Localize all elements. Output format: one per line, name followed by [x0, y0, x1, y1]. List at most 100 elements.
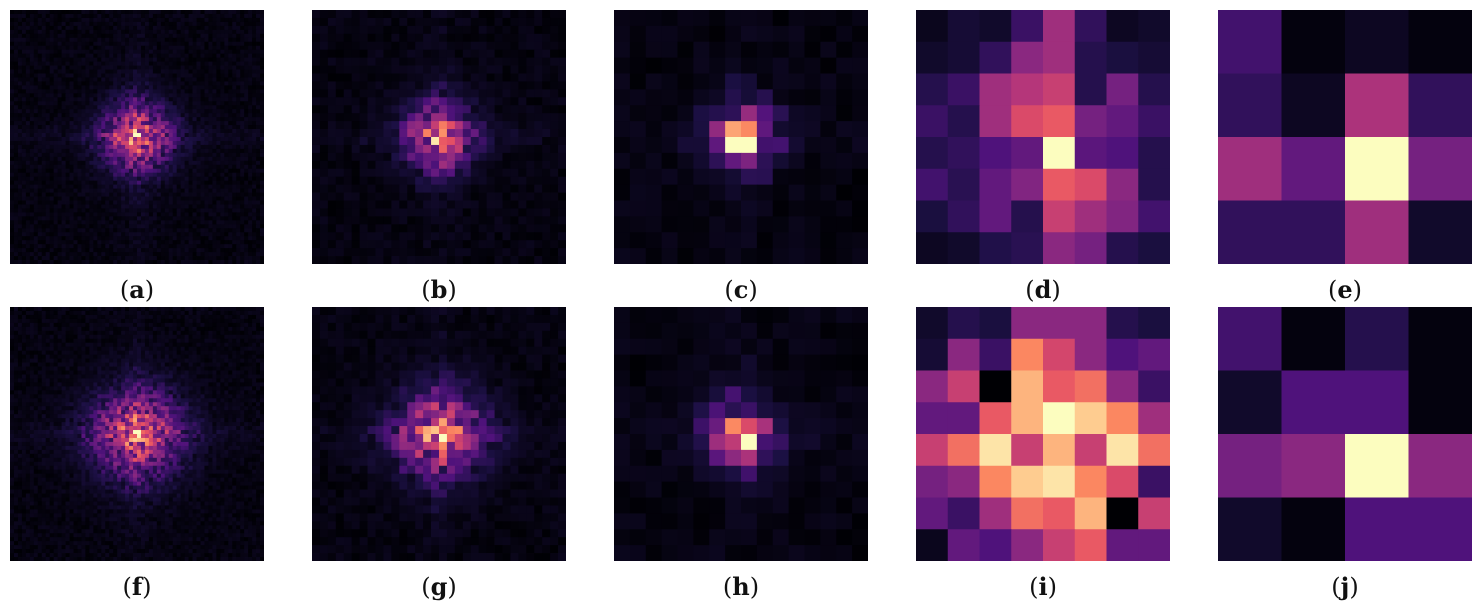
heatmap-cell [260, 33, 264, 39]
heatmap-cell [85, 256, 90, 261]
heatmap-cell [133, 77, 138, 82]
heatmap-cell [375, 184, 384, 193]
heatmap-cell [407, 41, 416, 51]
heatmap-cell [478, 57, 488, 66]
heatmap-cell [152, 152, 158, 158]
heatmap-cell [93, 73, 98, 78]
heatmap-cell [224, 133, 229, 138]
heatmap-cell [188, 172, 193, 178]
heatmap-cell [196, 10, 201, 15]
heatmap-cell [359, 152, 368, 162]
heatmap-cell [53, 156, 59, 162]
heatmap-cell [156, 69, 162, 74]
heatmap-cell [558, 65, 566, 74]
heatmap-cell [125, 184, 130, 189]
heatmap-cell [117, 240, 122, 245]
heatmap-cell [77, 57, 82, 62]
heatmap-cell [77, 244, 82, 249]
heatmap-cell [156, 29, 162, 35]
heatmap-cell [168, 192, 174, 197]
heatmap-cell [49, 192, 55, 197]
heatmap-cell [25, 156, 31, 162]
heatmap-cell [160, 160, 166, 166]
heatmap-cell [97, 133, 102, 138]
heatmap-cell [192, 224, 197, 229]
heatmap-cell [252, 10, 257, 15]
heatmap-cell [113, 85, 118, 90]
heatmap-cell [244, 53, 249, 59]
heatmap-cell [85, 49, 90, 55]
heatmap-cell [129, 152, 134, 158]
heatmap-cell [228, 260, 233, 264]
heatmap-cell [89, 57, 94, 62]
heatmap-cell [21, 240, 27, 245]
heatmap-cell [61, 29, 66, 35]
heatmap-cell [137, 232, 142, 237]
heatmap-cell [351, 41, 361, 51]
heatmap-cell [188, 176, 193, 182]
heatmap-cell [228, 57, 233, 62]
heatmap-cell [37, 244, 43, 249]
heatmap-cell [172, 49, 178, 55]
heatmap-cell [148, 129, 154, 134]
heatmap-cell [220, 133, 225, 138]
heatmap-cell [77, 140, 82, 146]
heatmap-cell [144, 200, 150, 205]
heatmap-cell [137, 25, 142, 31]
heatmap-cell [137, 81, 142, 86]
heatmap-cell [81, 232, 86, 237]
heatmap-cell [156, 121, 162, 126]
heatmap-cell [17, 184, 23, 189]
heatmap-cell [81, 196, 86, 201]
heatmap-cell [69, 216, 74, 221]
heatmap-cell [148, 260, 154, 264]
heatmap-cell [204, 232, 209, 237]
heatmap-cell [192, 93, 197, 98]
heatmap-cell [85, 73, 90, 78]
heatmap-cell [248, 248, 253, 253]
heatmap-cell [93, 184, 98, 189]
heatmap-cell [117, 216, 122, 221]
heatmap-cell [212, 113, 217, 118]
heatmap-cell [204, 172, 209, 178]
heatmap-cell [224, 109, 229, 114]
heatmap-cell [105, 137, 110, 142]
heatmap-cell [172, 148, 178, 154]
heatmap-cell [137, 172, 142, 178]
heatmap-cell [33, 89, 39, 94]
heatmap-cell [196, 41, 201, 47]
heatmap-cell [156, 140, 162, 146]
heatmap-cell [359, 65, 368, 74]
heatmap-cell [343, 25, 353, 35]
heatmap-cell [220, 212, 225, 217]
heatmap-cell [184, 53, 189, 59]
heatmap-cell [37, 148, 43, 154]
heatmap-cell [81, 200, 86, 205]
heatmap-cell [534, 192, 543, 201]
heatmap-cell [224, 232, 229, 237]
heatmap-cell [494, 73, 503, 82]
heatmap-cell [204, 21, 209, 27]
heatmap-cell [17, 224, 23, 229]
heatmap-cell [252, 208, 257, 213]
heatmap-cell [21, 101, 27, 106]
heatmap-cell [37, 184, 43, 189]
heatmap-cell [57, 152, 62, 158]
heatmap-cell [89, 200, 94, 205]
heatmap-cell [526, 73, 535, 82]
heatmap-cell [105, 260, 110, 264]
heatmap-cell [93, 33, 98, 39]
heatmap-cell [212, 109, 217, 114]
heatmap-cell [97, 25, 102, 31]
heatmap-cell [93, 140, 98, 146]
heatmap-cell [232, 97, 237, 102]
heatmap-cell [10, 45, 15, 51]
heatmap-cell [168, 140, 174, 146]
heatmap-cell [137, 10, 142, 15]
heatmap-cell [61, 196, 66, 201]
heatmap-cell [319, 137, 329, 146]
heatmap-cell [375, 33, 384, 43]
heatmap-cell [33, 10, 39, 15]
heatmap-cell [431, 129, 440, 138]
heatmap-cell [232, 77, 237, 82]
